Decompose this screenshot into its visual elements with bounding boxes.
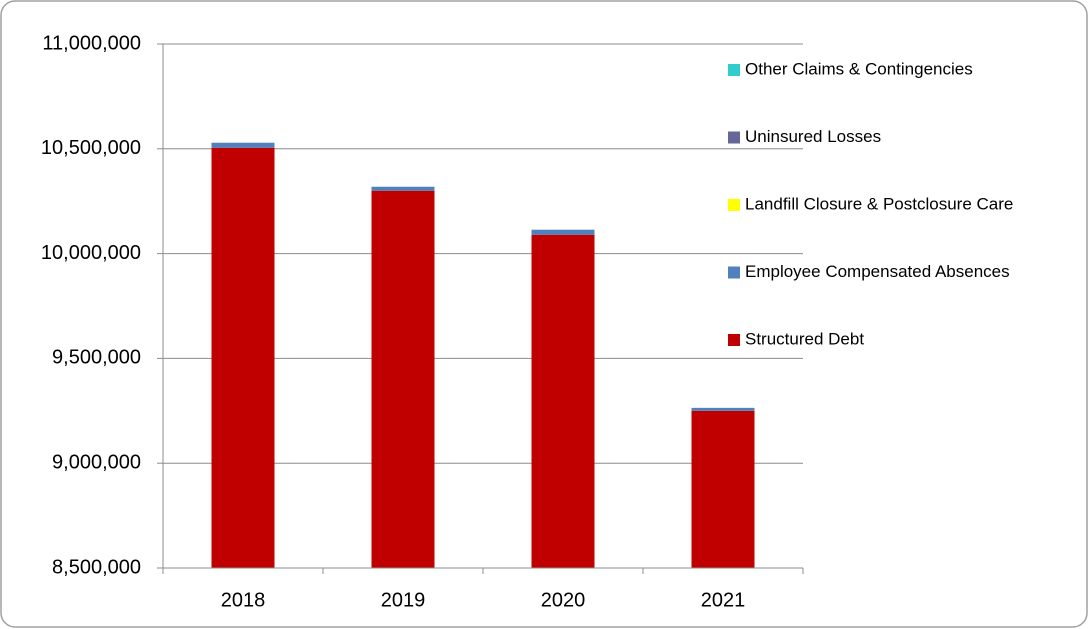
x-tick-label: 2020 <box>541 589 586 611</box>
legend-label: Other Claims & Contingencies <box>745 59 973 78</box>
x-tick-label: 2018 <box>221 589 266 611</box>
legend-swatch <box>728 131 740 144</box>
legend-swatch <box>728 64 740 76</box>
bar-segment <box>211 142 275 148</box>
bar-segment <box>691 407 755 411</box>
legend-label: Structured Debt <box>745 329 864 348</box>
bar-segment <box>691 410 755 568</box>
legend-label: Employee Compensated Absences <box>745 262 1010 281</box>
bar-segment <box>531 229 595 235</box>
y-tick-label: 9,000,000 <box>52 451 141 473</box>
bar-segment <box>371 186 435 191</box>
legend-swatch <box>728 199 740 211</box>
legend-label: Uninsured Losses <box>745 127 881 146</box>
y-tick-label: 8,500,000 <box>52 556 141 578</box>
legend-swatch <box>728 266 740 279</box>
y-tick-label: 10,000,000 <box>41 242 141 264</box>
legend-label: Landfill Closure & Postclosure Care <box>745 194 1013 213</box>
legend-swatch <box>728 334 740 346</box>
bar-segment <box>531 234 595 568</box>
x-tick-label: 2021 <box>701 589 746 611</box>
x-tick-label: 2019 <box>381 589 426 611</box>
y-tick-label: 10,500,000 <box>41 137 141 159</box>
y-tick-label: 11,000,000 <box>42 32 141 54</box>
y-tick-label: 9,500,000 <box>52 347 141 369</box>
bar-segment <box>211 147 275 568</box>
bar-segment <box>371 190 435 568</box>
